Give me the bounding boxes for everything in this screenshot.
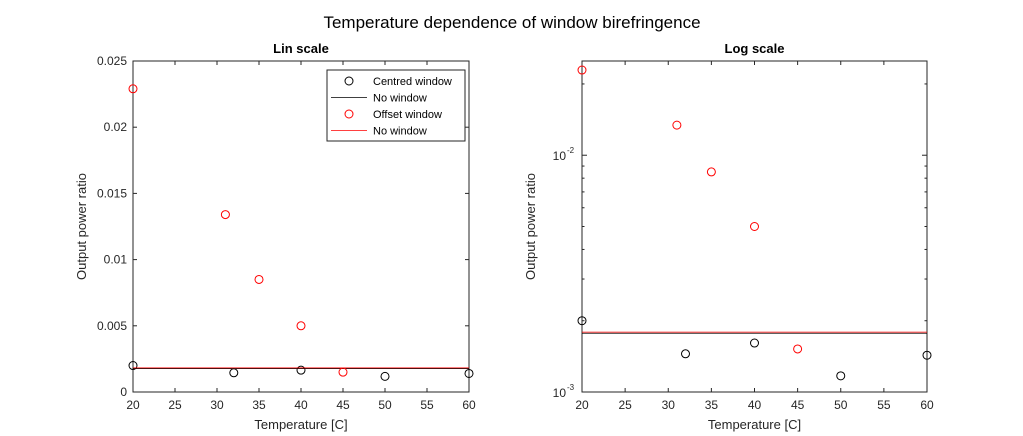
log-scale-axes: Log scale Temperature [C] Output power rat… <box>523 41 934 432</box>
centred-window-point <box>922 350 932 360</box>
y-tick-label: 0.025 <box>97 54 127 68</box>
legend-circle-marker <box>344 76 354 86</box>
x-tick-label: 40 <box>294 398 308 412</box>
centred-window-point <box>750 338 759 348</box>
y-tick-label-base: 10 <box>553 386 567 400</box>
x-tick-label: 35 <box>705 398 719 412</box>
x-tick-label: 60 <box>462 398 476 412</box>
legend-entry: No window <box>373 126 427 138</box>
centred-window-point <box>296 365 306 375</box>
lin-scale-axes: Lin scale Temperature [C] Output power rat… <box>74 41 476 432</box>
x-tick-label: 60 <box>920 398 934 412</box>
centred-window-point <box>128 361 138 371</box>
x-tick-label: 40 <box>748 398 762 412</box>
centred-window-point <box>681 349 690 359</box>
x-tick-label: 25 <box>618 398 632 412</box>
x-tick-label: 30 <box>210 398 224 412</box>
x-tick-label: 30 <box>662 398 676 412</box>
y-tick-label-base: 10 <box>553 149 567 163</box>
y-tick-label: 0.02 <box>104 120 128 134</box>
centred-window-point <box>464 368 474 378</box>
x-axis-label: Temperature [C] <box>254 417 347 432</box>
legend-entry: Offset window <box>373 109 442 121</box>
y-tick-label: 0.01 <box>104 253 128 267</box>
legend-box <box>326 69 466 142</box>
y-axis-label: Output power ratio <box>74 173 89 280</box>
x-tick-label: 20 <box>126 398 140 412</box>
x-axis-label: Temperature [C] <box>708 417 801 432</box>
offset-window-point <box>672 120 682 130</box>
y-tick-label: 0 <box>120 385 127 399</box>
x-tick-label: 45 <box>336 398 350 412</box>
x-tick-label: 45 <box>791 398 805 412</box>
axes-title: Lin scale <box>273 41 329 56</box>
centred-window-point <box>380 371 390 381</box>
legend-circle-marker <box>344 109 354 119</box>
offset-window-point <box>706 167 716 177</box>
figure-title: Temperature dependence of window birefri… <box>323 13 700 32</box>
offset-window-point <box>254 274 264 284</box>
y-tick-label-exponent: -3 <box>567 383 575 392</box>
offset-window-point <box>128 84 138 94</box>
centred-window-point <box>577 316 587 326</box>
y-axis-label: Output power ratio <box>523 173 538 280</box>
x-tick-label: 20 <box>575 398 589 412</box>
x-tick-label: 50 <box>378 398 392 412</box>
offset-window-point <box>793 344 803 354</box>
axes-title: Log scale <box>725 41 785 56</box>
centred-window-point <box>836 371 846 381</box>
x-tick-label: 55 <box>420 398 434 412</box>
x-tick-label: 50 <box>834 398 848 412</box>
offset-window-point <box>577 65 587 75</box>
x-tick-label: 55 <box>877 398 891 412</box>
legend-entry: Centred window <box>373 76 452 88</box>
offset-window-point <box>296 321 306 331</box>
y-tick-label: 0.005 <box>97 319 127 333</box>
y-tick-label: 0.015 <box>97 186 127 200</box>
y-tick-label-exponent: -2 <box>567 146 575 155</box>
offset-window-point <box>750 222 759 231</box>
axes-box <box>581 60 928 393</box>
legend: Centred window No window Offset window No w… <box>326 69 466 142</box>
offset-window-point <box>220 210 230 220</box>
legend-entry: No window <box>373 93 427 105</box>
x-tick-label: 25 <box>168 398 182 412</box>
x-tick-label: 35 <box>252 398 266 412</box>
